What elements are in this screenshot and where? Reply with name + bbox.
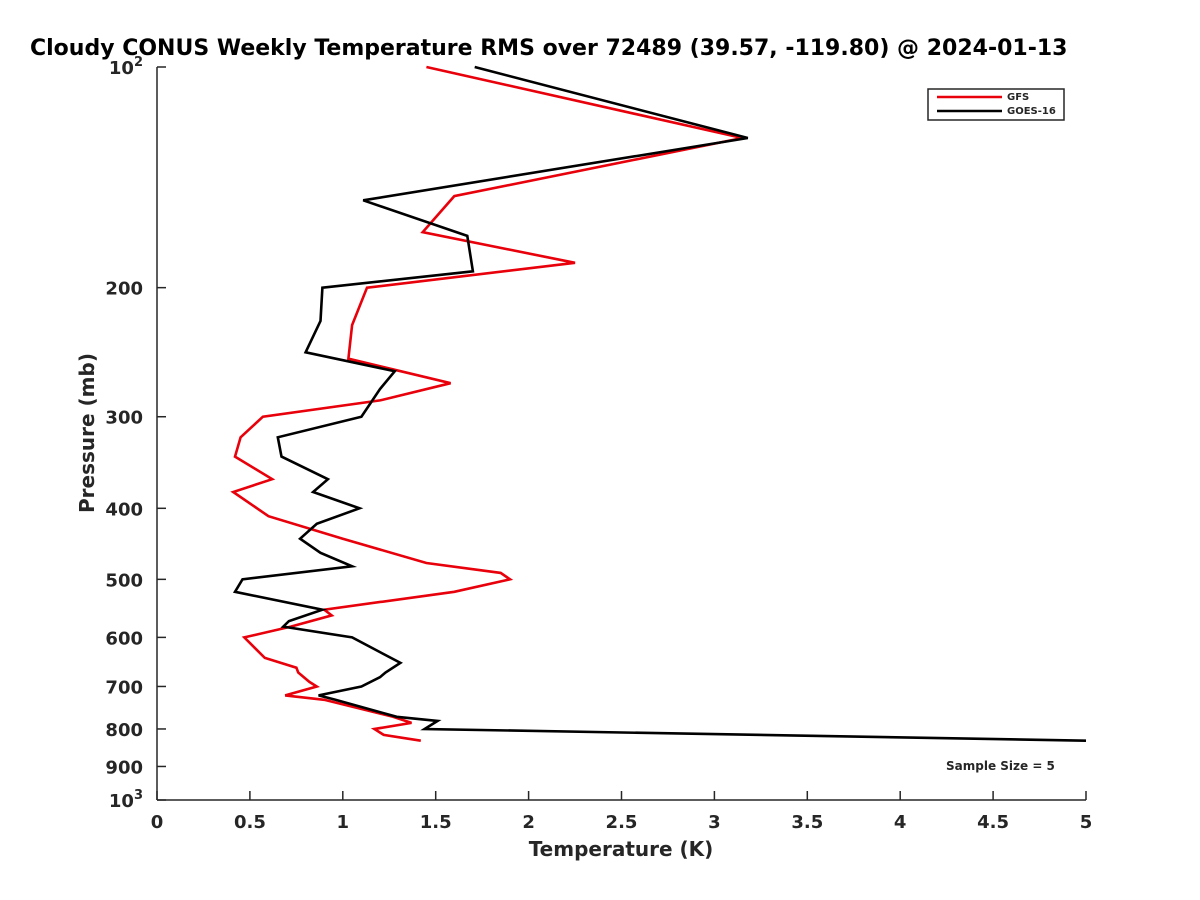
y-tick-label: 400 [105, 499, 143, 520]
sample-size-annotation: Sample Size = 5 [946, 759, 1055, 773]
x-tick-label: 1.5 [420, 812, 452, 833]
y-tick-label: 900 [105, 757, 143, 778]
chart-title: Cloudy CONUS Weekly Temperature RMS over… [30, 36, 1067, 61]
legend-box [927, 88, 1065, 121]
y-tick-label: 800 [105, 720, 143, 741]
x-tick-label: 2 [522, 812, 535, 833]
x-axis-label: Temperature (K) [529, 837, 714, 861]
x-tick-label: 4 [894, 812, 907, 833]
y-tick-label: 200 [105, 279, 143, 300]
y-tick-label: 103 [109, 788, 143, 812]
x-ticks: 0 0.5 1 1.5 2 2.5 3 3.5 4 4.5 5 [151, 791, 1093, 833]
y-axis-label: Pressure (mb) [75, 353, 99, 513]
y-ticks: 102 200 300 400 500 600 700 800 900 103 [105, 55, 166, 812]
y-tick-label: 102 [109, 55, 143, 79]
x-tick-label: 3.5 [791, 812, 823, 833]
series-line-gfs [230, 65, 743, 742]
x-tick-label: 1 [337, 812, 350, 833]
x-tick-label: 4.5 [977, 812, 1009, 833]
x-tick-label: 0.5 [234, 812, 266, 833]
series-layer [230, 65, 1087, 742]
x-tick-label: 3 [708, 812, 721, 833]
series-line-goes16 [232, 65, 1087, 742]
legend-label-gfs: GFS [1007, 92, 1029, 103]
x-tick-label: 5 [1080, 812, 1093, 833]
x-tick-label: 2.5 [606, 812, 638, 833]
plot-area [157, 67, 1086, 800]
y-tick-label: 700 [105, 677, 143, 698]
x-tick-label: 0 [151, 812, 164, 833]
legend-label-goes16: GOES-16 [1007, 106, 1056, 117]
legend: GFS GOES-16 [927, 88, 1065, 121]
y-tick-label: 300 [105, 408, 143, 429]
y-tick-label: 600 [105, 628, 143, 649]
y-tick-label: 500 [105, 570, 143, 591]
